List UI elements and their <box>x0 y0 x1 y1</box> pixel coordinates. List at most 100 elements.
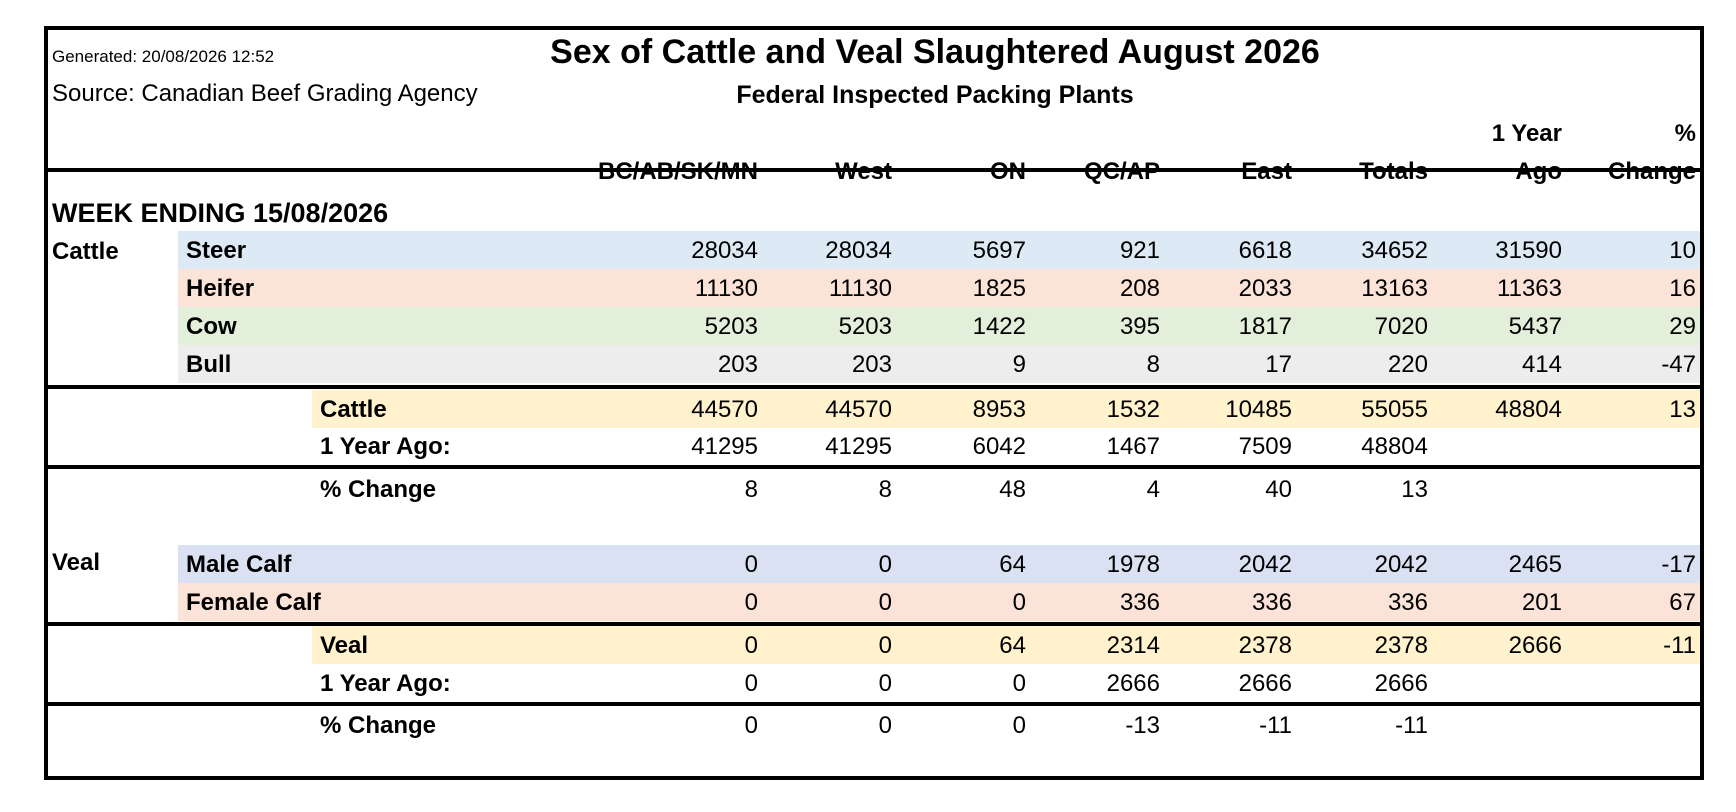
cattle-row-band <box>178 345 1700 383</box>
veal-year-ago-row-cell: 0 <box>744 670 758 697</box>
column-header: West <box>835 158 892 185</box>
veal-row-cell: 2465 <box>1508 551 1562 578</box>
week-ending: WEEK ENDING 15/08/2026 <box>52 198 389 228</box>
cattle-total-row-band <box>312 390 1700 428</box>
veal-row-cell: 336 <box>1119 589 1160 616</box>
veal-row-cell: 0 <box>878 551 892 578</box>
cattle-row-cell: 11130 <box>694 275 758 302</box>
cattle-year-ago-row-cell: 1467 <box>1106 433 1160 460</box>
veal-row-label: Male Calf <box>186 551 292 578</box>
report-subtitle: Federal Inspected Packing Plants <box>736 81 1134 109</box>
cattle-year-ago-row-cell: 41295 <box>825 433 892 460</box>
cattle-row-cell: 29 <box>1669 313 1696 340</box>
veal-year-ago-row-label: 1 Year Ago: <box>320 670 451 697</box>
column-header: Totals <box>1359 158 1428 185</box>
cattle-total-row-cell: 8953 <box>972 396 1026 423</box>
cattle-row-cell: 34652 <box>1361 237 1428 264</box>
column-header-line1: % <box>1674 120 1696 147</box>
cattle-pct-change-row-cell: 13 <box>1401 476 1428 503</box>
veal-total-row-cell: 0 <box>878 632 892 659</box>
cattle-year-ago-row-cell: 48804 <box>1361 433 1428 460</box>
column-header: East <box>1241 158 1292 185</box>
cattle-row-cell: 16 <box>1669 275 1696 302</box>
cattle-row-label: Bull <box>186 351 232 378</box>
veal-pct-change-row-label: % Change <box>320 712 437 739</box>
cattle-total-row-cell: 13 <box>1669 396 1696 423</box>
cattle-row-cell: 13163 <box>1361 275 1428 302</box>
cattle-row-label: Cow <box>186 313 237 340</box>
cattle-row-cell: -47 <box>1661 351 1696 378</box>
veal-pct-change-row-cell: 0 <box>878 712 892 739</box>
cattle-row-cell: 203 <box>851 351 892 378</box>
veal-pct-change-row-cell: 0 <box>744 712 758 739</box>
veal-row-cell: 0 <box>744 589 758 616</box>
cattle-year-ago-row-label: 1 Year Ago: <box>320 433 451 460</box>
cattle-pct-change-row-cell: 48 <box>999 476 1026 503</box>
header-divider <box>44 168 1704 172</box>
cattle-row-band <box>178 269 1700 307</box>
cattle-pct-change-row-cell: 8 <box>878 476 892 503</box>
veal-total-row-cell: 2378 <box>1374 632 1428 659</box>
cattle-row-cell: 6618 <box>1238 237 1292 264</box>
veal-row-cell: 201 <box>1521 589 1562 616</box>
veal-row-cell: 336 <box>1387 589 1428 616</box>
cattle-row-cell: 921 <box>1119 237 1160 264</box>
report-title: Sex of Cattle and Veal Slaughtered Augus… <box>550 33 1320 71</box>
veal-year-ago-row-cell: 0 <box>1012 670 1026 697</box>
cattle-total-row-cell: 1532 <box>1106 396 1160 423</box>
cattle-row-label: Heifer <box>186 275 255 302</box>
cattle-total-row-cell: 44570 <box>691 396 758 423</box>
cattle-row-cell: 17 <box>1265 351 1292 378</box>
veal-total-row-cell: 0 <box>744 632 758 659</box>
veal-pct-change-row-cell: -13 <box>1125 712 1160 739</box>
column-header: Change <box>1607 158 1696 185</box>
veal-pct-change-row-cell: -11 <box>1395 712 1428 739</box>
cattle-total-row-cell: 44570 <box>825 396 892 423</box>
cattle-row-cell: 5697 <box>972 237 1026 264</box>
cattle-row-cell: 414 <box>1521 351 1562 378</box>
cattle-year-ago-row-cell: 7509 <box>1238 433 1292 460</box>
veal-pct-change-row-cell: -11 <box>1259 712 1292 739</box>
veal-total-row-cell: 2314 <box>1106 632 1160 659</box>
cattle-row-cell: 1817 <box>1238 313 1292 340</box>
cattle-row-cell: 5437 <box>1508 313 1562 340</box>
veal-row-band <box>178 545 1700 583</box>
veal-row-cell: 0 <box>878 589 892 616</box>
cattle-pct-change-row-label: % Change <box>320 476 437 503</box>
cattle-year-ago-row-cell: 6042 <box>972 433 1026 460</box>
column-header: Ago <box>1515 158 1562 185</box>
veal-year-ago-row-cell: 0 <box>878 670 892 697</box>
veal-row-cell: 0 <box>1012 589 1026 616</box>
generated-timestamp: Generated: 20/08/2026 12:52 <box>52 47 275 66</box>
column-header-line1: 1 Year <box>1491 120 1562 147</box>
cattle-row-cell: 10 <box>1669 237 1696 264</box>
cattle-total-row-label: Cattle <box>320 396 387 423</box>
cattle-row-cell: 11363 <box>1497 275 1562 302</box>
cattle-row-cell: 9 <box>1012 351 1026 378</box>
cattle-total-row-cell: 55055 <box>1361 396 1428 423</box>
veal-row-label: Female Calf <box>186 589 321 616</box>
cattle-row-cell: 220 <box>1387 351 1428 378</box>
cattle-row-cell: 5203 <box>838 313 892 340</box>
veal-year-ago-row-cell: 2666 <box>1106 670 1160 697</box>
data-source: Source: Canadian Beef Grading Agency <box>52 80 478 107</box>
cattle-row-cell: 28034 <box>825 237 892 264</box>
cattle-row-cell: 5203 <box>704 313 758 340</box>
veal-row-cell: 0 <box>744 551 758 578</box>
cattle-row-cell: 208 <box>1119 275 1160 302</box>
cattle-row-cell: 11130 <box>828 275 892 302</box>
cattle-row-cell: 8 <box>1146 351 1160 378</box>
cattle-total-divider-bottom <box>44 465 1704 469</box>
cattle-total-divider-top <box>44 385 1704 389</box>
cattle-row-cell: 7020 <box>1374 313 1428 340</box>
veal-total-divider-top <box>44 622 1704 626</box>
cattle-total-row-cell: 48804 <box>1495 396 1562 423</box>
veal-pct-change-row-cell: 0 <box>1012 712 1026 739</box>
cattle-row-band <box>178 231 1700 269</box>
veal-row-cell: -17 <box>1661 551 1696 578</box>
cattle-row-cell: 2033 <box>1238 275 1292 302</box>
cattle-year-ago-row-cell: 41295 <box>691 433 758 460</box>
veal-row-cell: 2042 <box>1238 551 1292 578</box>
veal-row-band <box>178 583 1700 621</box>
cattle-total-row-cell: 10485 <box>1225 396 1292 423</box>
